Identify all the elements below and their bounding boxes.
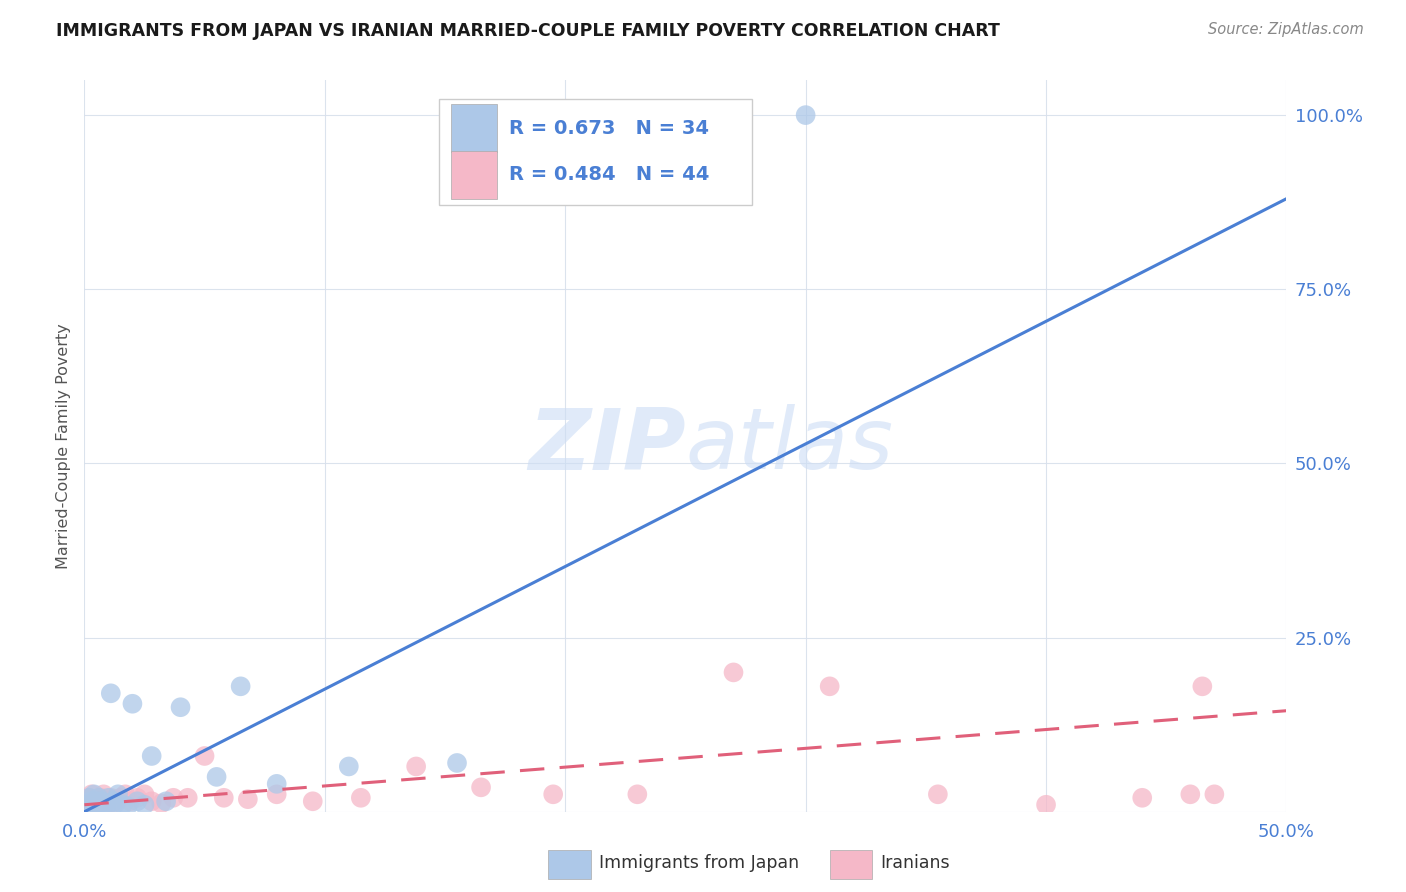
Point (794, 108, 817, 122)
Point (212, 790, 235, 805)
Point (141, 749, 163, 764)
Point (111, 797, 134, 812)
Point (818, 679, 841, 693)
Point (107, 787, 129, 801)
Point (118, 794, 141, 808)
Bar (451, 104, 496, 152)
Point (90, 799, 112, 814)
Point (205, 770, 228, 784)
Point (134, 797, 156, 812)
Point (77, 790, 100, 805)
Point (337, 759, 360, 773)
Point (626, 787, 648, 801)
Point (80, 787, 103, 801)
Text: R = 0.673   N = 34: R = 0.673 N = 34 (509, 119, 709, 137)
Point (80, 799, 103, 814)
Point (134, 787, 156, 801)
FancyBboxPatch shape (439, 99, 752, 204)
Point (76, 801, 98, 815)
Point (86, 801, 108, 815)
Point (155, 794, 177, 808)
Point (110, 790, 132, 805)
Point (77, 801, 100, 815)
Text: R = 0.484   N = 44: R = 0.484 N = 44 (509, 165, 709, 185)
Point (86, 794, 108, 808)
Point (177, 790, 200, 805)
Point (90, 794, 112, 808)
Text: Source: ZipAtlas.com: Source: ZipAtlas.com (1208, 22, 1364, 37)
Point (229, 679, 252, 693)
Point (927, 787, 949, 801)
Point (1204, 787, 1226, 801)
Point (77, 797, 100, 812)
Point (83, 797, 105, 811)
Point (86, 794, 108, 808)
Point (350, 790, 373, 805)
Point (723, 665, 745, 680)
Point (1180, 787, 1202, 801)
Point (1130, 790, 1153, 805)
Point (266, 777, 288, 791)
Point (104, 797, 127, 811)
Point (94, 797, 117, 812)
Y-axis label: Married-Couple Family Poverty: Married-Couple Family Poverty (56, 323, 72, 569)
Point (470, 780, 492, 795)
Point (446, 756, 468, 770)
Point (97, 794, 120, 808)
Bar (451, 151, 496, 199)
Point (114, 787, 136, 801)
Point (301, 794, 323, 808)
Point (87, 797, 110, 812)
Point (86, 799, 108, 814)
Point (93, 787, 115, 801)
Point (97, 790, 120, 805)
Point (77, 790, 100, 805)
Point (76, 797, 98, 812)
Point (100, 790, 122, 805)
Point (93, 797, 115, 812)
Point (141, 794, 163, 808)
Point (94, 801, 117, 815)
Point (194, 749, 217, 764)
Point (121, 697, 143, 711)
Point (90, 790, 112, 805)
Text: ZIP: ZIP (527, 404, 686, 488)
Point (80, 799, 103, 814)
Text: atlas: atlas (686, 404, 893, 488)
Point (117, 799, 139, 814)
Point (169, 700, 191, 714)
Point (1191, 679, 1213, 693)
Point (83, 792, 105, 806)
Point (127, 790, 149, 805)
Text: IMMIGRANTS FROM JAPAN VS IRANIAN MARRIED-COUPLE FAMILY POVERTY CORRELATION CHART: IMMIGRANTS FROM JAPAN VS IRANIAN MARRIED… (56, 22, 1000, 40)
Text: Immigrants from Japan: Immigrants from Japan (599, 855, 799, 872)
Point (150, 797, 173, 811)
Point (127, 794, 149, 808)
Point (103, 797, 125, 811)
Point (83, 787, 105, 801)
Point (87, 797, 110, 811)
Point (236, 792, 259, 806)
Point (104, 794, 127, 808)
Point (100, 686, 122, 700)
Point (541, 787, 564, 801)
Point (87, 790, 110, 805)
Point (266, 787, 288, 801)
Point (83, 797, 105, 811)
Point (405, 759, 427, 773)
Point (103, 794, 125, 808)
Point (1035, 797, 1057, 812)
Point (80, 794, 103, 808)
Text: Iranians: Iranians (880, 855, 950, 872)
Point (162, 790, 184, 805)
